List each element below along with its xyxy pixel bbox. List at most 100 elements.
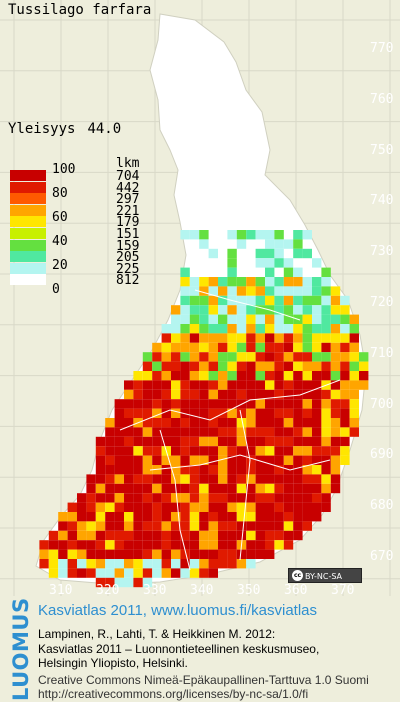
occurrence-cell (255, 399, 265, 409)
occurrence-cell (255, 465, 265, 475)
occurrence-cell (133, 399, 143, 409)
occurrence-cell (218, 512, 228, 522)
occurrence-cell (105, 521, 115, 531)
occurrence-cell (180, 286, 190, 296)
occurrence-cell (161, 361, 171, 371)
occurrence-cell (312, 342, 322, 353)
atlas-title-link[interactable]: Kasviatlas 2011, www.luomus.fi/kasviatla… (38, 602, 318, 619)
occurrence-cell (152, 512, 162, 522)
occurrence-cell (133, 380, 143, 390)
occurrence-cell (359, 361, 369, 371)
occurrence-cell (274, 286, 284, 296)
occurrence-cell (321, 277, 331, 287)
occurrence-cell (133, 371, 143, 381)
occurrence-cell (227, 286, 237, 296)
province-border (194, 289, 301, 321)
legend-count: 297 (116, 192, 140, 208)
occurrence-cell (133, 577, 143, 588)
occurrence-cell (340, 380, 350, 390)
occurrence-cell (180, 371, 190, 381)
occurrence-cell (142, 418, 153, 428)
occurrence-cell (180, 559, 190, 569)
occurrence-cell (133, 512, 143, 522)
occurrence-cell (227, 465, 237, 475)
occurrence-cell (189, 324, 200, 334)
occurrence-cell (124, 493, 134, 503)
occurrence-cell (246, 465, 256, 475)
occurrence-cell (265, 474, 275, 484)
occurrence-cell (265, 258, 275, 268)
occurrence-cell (152, 389, 162, 400)
occurrence-cell (312, 286, 322, 296)
occurrence-cell (105, 549, 115, 559)
occurrence-cell (227, 455, 237, 465)
occurrence-cell (180, 521, 190, 531)
occurrence-cell (218, 474, 228, 484)
occurrence-cell (171, 352, 181, 362)
occurrence-cell (199, 305, 209, 315)
occurrence-cell (152, 371, 162, 381)
occurrence-cell (265, 267, 275, 277)
occurrence-cell (133, 408, 143, 418)
occurrence-cell (114, 427, 124, 437)
occurrence-cell (142, 493, 153, 503)
occurrence-cell (189, 295, 200, 306)
license-url[interactable]: http://creativecommons.org/licenses/by-n… (38, 687, 309, 701)
occurrence-cell (312, 455, 322, 465)
occurrence-cell (105, 493, 115, 503)
occurrence-cell (246, 512, 256, 522)
occurrence-cell (218, 483, 228, 494)
occurrence-cell (189, 521, 200, 531)
occurrence-cell (330, 446, 341, 456)
legend-swatch (10, 228, 46, 239)
occurrence-cell (283, 512, 294, 522)
occurrence-cell (199, 436, 209, 447)
occurrence-cell (171, 493, 181, 503)
occurrence-cell (208, 277, 218, 287)
occurrence-cell (199, 239, 209, 249)
occurrence-cell (199, 446, 209, 456)
occurrence-cell (312, 427, 322, 437)
occurrence-cell (265, 286, 275, 296)
occurrence-cell (95, 530, 106, 541)
occurrence-cell (265, 239, 275, 249)
occurrence-cell (152, 418, 162, 428)
easting-tick: 370 (331, 583, 355, 598)
occurrence-cell (208, 286, 218, 296)
occurrence-cell (293, 446, 303, 456)
occurrence-cell (142, 502, 153, 512)
occurrence-cell (312, 399, 322, 409)
occurrence-cell (77, 512, 87, 522)
occurrence-cell (330, 418, 341, 428)
occurrence-cell (171, 342, 181, 353)
occurrence-cell (302, 248, 312, 259)
northing-tick: 760 (370, 91, 394, 107)
occurrence-cell (265, 521, 275, 531)
occurrence-cell (189, 540, 200, 550)
occurrence-cell (218, 342, 228, 353)
occurrence-cell (340, 342, 350, 353)
occurrence-cell (124, 446, 134, 456)
occurrence-cell (142, 577, 153, 588)
occurrence-cell (199, 455, 209, 465)
occurrence-cell (236, 530, 247, 541)
occurrence-cell (246, 436, 256, 447)
occurrence-cell (114, 577, 124, 588)
occurrence-cell (340, 418, 350, 428)
occurrence-cell (77, 568, 87, 578)
occurrence-cell (77, 559, 87, 569)
occurrence-cell (274, 493, 284, 503)
occurrence-cell (321, 389, 331, 400)
occurrence-cell (161, 493, 171, 503)
cc-license-badge[interactable]: cc BY-NC-SA (288, 568, 362, 583)
occurrence-cell (302, 314, 312, 324)
occurrence-cell (321, 333, 331, 343)
occurrence-cell (312, 446, 322, 456)
occurrence-cell (142, 549, 153, 559)
occurrence-cell (208, 408, 218, 418)
occurrence-cell (180, 267, 190, 277)
occurrence-cell (58, 530, 68, 541)
occurrence-cell (340, 361, 350, 371)
occurrence-cell (124, 418, 134, 428)
occurrence-cell (330, 295, 341, 306)
